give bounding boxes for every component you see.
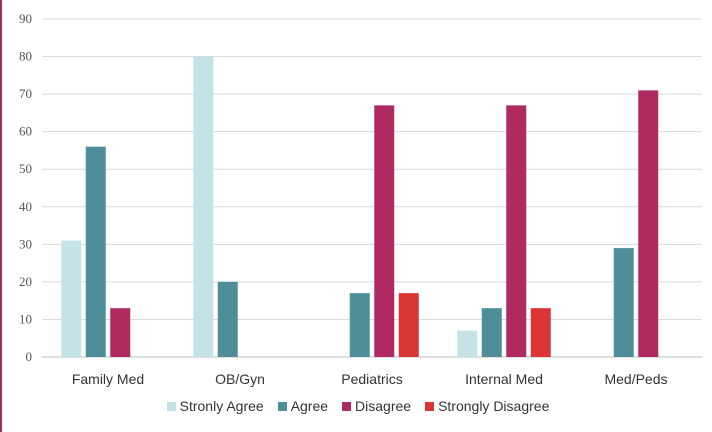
bar-3-0 [457, 330, 478, 357]
y-tick-label: 60 [19, 124, 32, 139]
x-category-label: OB/Gyn [215, 371, 265, 387]
legend-label: Strongly Disagree [438, 398, 550, 414]
bar-2-1 [349, 293, 370, 357]
legend-item: Agree [277, 398, 329, 414]
legend: Stronly Agree Agree Disagree Strongly Disag… [2, 398, 712, 414]
x-category-label: Med/Peds [604, 371, 667, 387]
legend-swatch [342, 401, 352, 411]
bar-1-1 [217, 281, 238, 357]
y-tick-label: 10 [19, 311, 32, 326]
gridlines [42, 18, 702, 358]
legend-label: Agree [290, 398, 329, 414]
x-category-label: Family Med [72, 371, 144, 387]
x-category-label: Pediatrics [341, 371, 402, 387]
bar-2-3 [398, 293, 419, 357]
y-tick-label: 70 [19, 86, 32, 101]
bar-3-1 [481, 308, 502, 357]
legend-swatch [166, 401, 176, 411]
bars [61, 56, 659, 358]
y-tick-label: 50 [19, 161, 32, 176]
y-tick-label: 80 [19, 49, 32, 64]
legend-label: Disagree [355, 398, 412, 414]
bar-3-3 [530, 308, 551, 357]
y-tick-label: 20 [19, 274, 32, 289]
bar-0-0 [61, 240, 82, 357]
x-axis-categories: Family Med OB/Gyn Pediatrics Internal Med Me… [72, 371, 668, 387]
legend-swatch [425, 401, 435, 411]
bar-0-2 [110, 308, 131, 357]
bar-0-1 [85, 146, 106, 357]
y-tick-label: 0 [26, 349, 33, 364]
bar-1-0 [193, 56, 214, 358]
y-tick-label: 40 [19, 199, 32, 214]
bar-3-2 [506, 105, 527, 357]
bar-4-1 [613, 248, 634, 357]
bar-4-2 [638, 90, 659, 357]
legend-item: Strongly Disagree [425, 398, 549, 414]
y-tick-label: 90 [19, 11, 32, 26]
legend-swatch [277, 401, 287, 411]
legend-label: Stronly Agree [179, 398, 264, 414]
x-category-label: Internal Med [465, 371, 543, 387]
legend-item: Disagree [342, 398, 411, 414]
legend-item: Stronly Agree [166, 398, 264, 414]
bar-2-2 [374, 105, 395, 357]
y-axis-ticks: 0 10 20 30 40 50 60 70 80 90 [19, 11, 32, 364]
y-tick-label: 30 [19, 236, 32, 251]
